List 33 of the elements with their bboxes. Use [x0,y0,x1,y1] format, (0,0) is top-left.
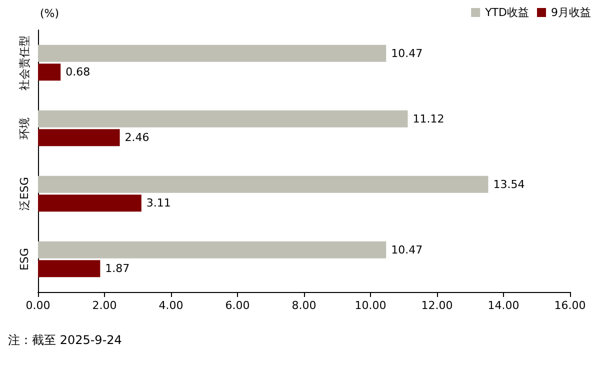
x-tick-label: 6.00 [225,299,250,312]
data-label: 2.46 [124,131,150,144]
data-label: 13.54 [493,178,525,191]
bar [38,110,408,128]
data-label: 1.87 [105,262,130,276]
x-tick-label: 10.00 [354,299,386,312]
data-label: 10.47 [391,46,423,60]
bar [38,176,488,193]
bar [38,260,100,278]
legend-label: YTD收益 [484,6,530,19]
bar [38,129,120,146]
y-tick-label: 泛ESG [18,177,31,210]
data-label: 3.11 [146,196,171,210]
y-tick-label: 社会责任型 [18,35,31,90]
y-tick-label: 环境 [18,117,31,140]
x-tick-label: 14.00 [488,299,520,312]
text: 注：截至 2025-9-24 [8,333,122,347]
bar [38,44,386,62]
bar [38,64,61,81]
y-axis-title: (%) [40,7,60,20]
y-tick-label: ESG [18,248,31,270]
data-label: 0.68 [66,66,90,79]
x-tick-label: 12.00 [421,299,453,312]
bar [38,194,142,212]
data-label: 11.12 [412,112,444,126]
legend-label: 9月收益 [551,6,591,19]
x-tick-label: 0.00 [26,299,50,312]
x-tick-label: 16.00 [554,299,586,312]
data-label: 10.47 [391,243,423,256]
x-tick-label: 8.00 [292,299,316,312]
x-tick-label: 4.00 [158,299,184,312]
bar [38,241,386,258]
x-tick-label: 2.00 [92,299,117,312]
